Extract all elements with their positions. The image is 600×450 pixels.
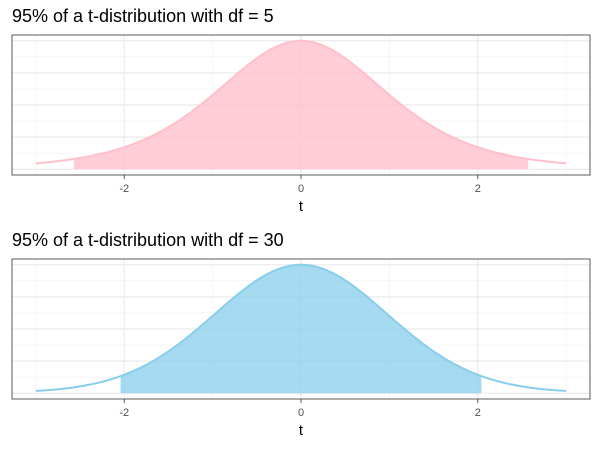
chart-1-plot: -2 0 2 t: [11, 34, 591, 215]
chart-1-x-axis-title: t: [299, 198, 304, 215]
chart-1-x-tick-label: 2: [475, 183, 481, 195]
chart-2-density-curve: [35, 263, 567, 393]
chart-1-density-curve: [35, 39, 567, 165]
chart-1-x-tick-label: 0: [298, 183, 304, 195]
chart-2-x-axis-title: t: [299, 422, 304, 439]
chart-1-shaded-area: [73, 40, 529, 170]
chart-2-x-tick-label: 0: [298, 407, 304, 419]
chart-2-title: 95% of a t-distribution with df = 30: [12, 230, 284, 250]
chart-2-plot: -2 0 2 t: [11, 258, 591, 439]
chart-2-x-tick-label: -2: [119, 407, 129, 419]
chart-1-x-tick-label: -2: [119, 183, 129, 195]
chart-2-shaded-area: [120, 264, 482, 394]
chart-1-title: 95% of a t-distribution with df = 5: [12, 6, 274, 26]
chart-2-x-tick-label: 2: [475, 407, 481, 419]
